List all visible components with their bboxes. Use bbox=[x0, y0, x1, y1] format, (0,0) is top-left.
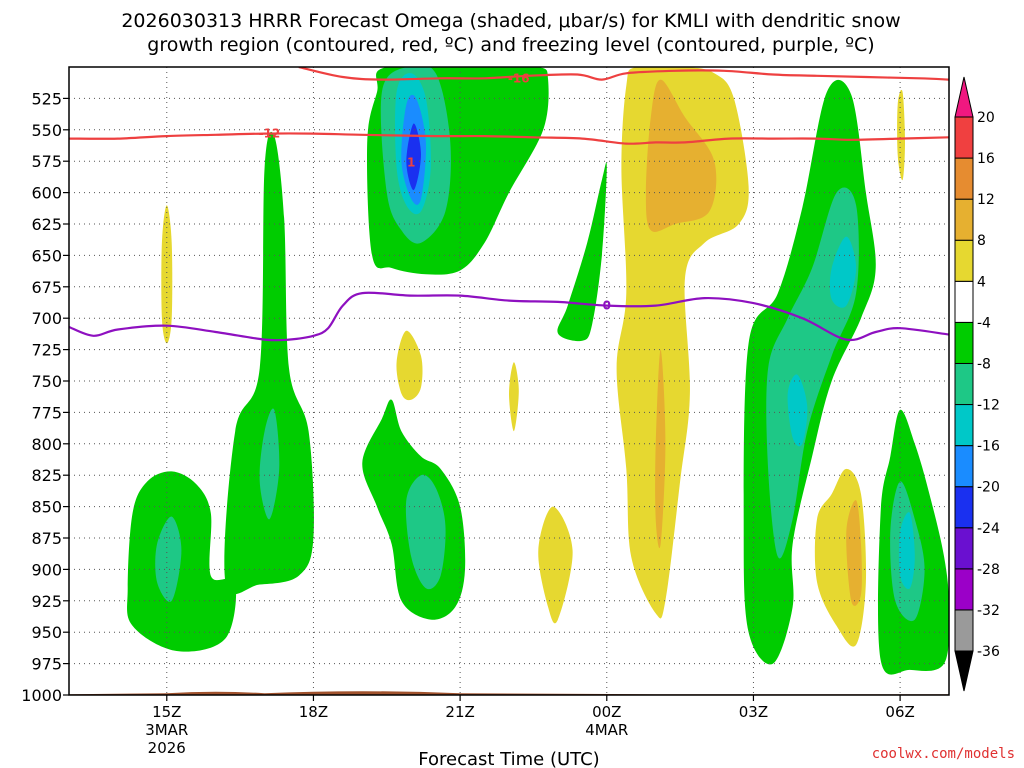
colorbar-label: -36 bbox=[977, 644, 1000, 660]
x-tick-label: 18Z bbox=[299, 703, 328, 721]
omega-region-green-column-15z bbox=[127, 471, 237, 652]
omega-region-orange-01z bbox=[645, 79, 717, 232]
y-tick-label: 1000 bbox=[21, 686, 62, 705]
y-tick-label: 825 bbox=[31, 466, 62, 485]
x-tick-label: 21Z bbox=[445, 703, 474, 721]
y-tick-label: 950 bbox=[31, 623, 62, 642]
omega-region-yellow-23z bbox=[538, 506, 573, 624]
colorbar-swatch bbox=[954, 609, 974, 652]
colorbar-swatch bbox=[954, 280, 974, 323]
y-tick-label: 975 bbox=[31, 655, 62, 674]
colorbar-swatch bbox=[954, 527, 974, 570]
y-tick-label: 875 bbox=[31, 529, 62, 548]
chart-title-line2: growth region (contoured, red, ºC) and f… bbox=[147, 34, 874, 56]
chart-title-line1: 2026030313 HRRR Forecast Omega (shaded, … bbox=[121, 10, 900, 32]
y-tick-label: 700 bbox=[31, 309, 62, 328]
ground-surface bbox=[69, 691, 949, 695]
x-tick-year: 2026 bbox=[148, 739, 186, 757]
colorbar-label: -32 bbox=[977, 603, 1000, 619]
colorbar-swatch bbox=[954, 445, 974, 488]
colorbar-label: -24 bbox=[977, 521, 1000, 537]
y-tick-label: 725 bbox=[31, 341, 62, 360]
colorbar-label: 20 bbox=[977, 110, 995, 126]
omega-region-yellow-14-8z bbox=[161, 205, 173, 344]
colorbar-swatch bbox=[954, 362, 974, 406]
y-tick-label: 550 bbox=[31, 121, 62, 140]
y-axis: 525 550 575 600 625 650 675 700 725 750 775 800 825 8… bbox=[21, 89, 69, 705]
colorbar-over-arrow bbox=[954, 76, 974, 118]
colorbar-under-arrow bbox=[954, 650, 974, 692]
x-tick-label: 00Z bbox=[592, 703, 621, 721]
contour-label-dendritic-12-c: -12 bbox=[259, 127, 281, 141]
omega-region-cyan-east-28-29z bbox=[829, 236, 857, 308]
omega-region-green-column-16-17z bbox=[224, 131, 314, 595]
omega-region-cyan-east-27z bbox=[787, 374, 808, 447]
contour-labels: -16 -12 0 1 bbox=[259, 71, 611, 313]
x-tick-date: 3MAR bbox=[145, 721, 188, 739]
omega-region-orange-01z-thin bbox=[655, 349, 666, 549]
y-tick-label: 675 bbox=[31, 278, 62, 297]
omega-region-teal-19-21z-lower bbox=[405, 474, 446, 590]
x-axis-label: Forecast Time (UTC) bbox=[418, 749, 599, 768]
ground-layer bbox=[69, 691, 949, 695]
y-tick-label: 650 bbox=[31, 246, 62, 265]
y-tick-label: 750 bbox=[31, 372, 62, 391]
omega-region-teal-spot-17z bbox=[259, 408, 280, 520]
omega-region-cyan-east-06z bbox=[898, 512, 915, 590]
x-tick-date: 4MAR bbox=[585, 721, 628, 739]
colorbar-swatch bbox=[954, 568, 974, 611]
colorbar-label: -4 bbox=[977, 315, 991, 331]
contour-dendritic-12-c bbox=[69, 132, 949, 145]
y-tick-label: 925 bbox=[31, 592, 62, 611]
omega-region-yellow-20z bbox=[396, 330, 423, 401]
y-tick-label: 800 bbox=[31, 435, 62, 454]
omega-region-green-streak-23-24z bbox=[557, 162, 607, 342]
x-tick-label: 03Z bbox=[739, 703, 768, 721]
y-tick-label: 850 bbox=[31, 498, 62, 517]
omega-region-blue-20z bbox=[406, 123, 421, 191]
contour-label-dendritic-16-c: -16 bbox=[508, 71, 530, 85]
contour-dendritic-16-c bbox=[298, 67, 949, 81]
y-tick-label: 625 bbox=[31, 215, 62, 234]
temperature-contours bbox=[69, 67, 949, 342]
colorbar-label: 8 bbox=[977, 233, 986, 249]
omega-region-orange-05z bbox=[846, 500, 862, 606]
contour-freezing-level-0-c bbox=[69, 291, 949, 342]
colorbar-swatch bbox=[954, 321, 974, 364]
colorbar-label: -28 bbox=[977, 562, 1000, 578]
colorbar-label: 4 bbox=[977, 274, 986, 290]
colorbar-label: 12 bbox=[977, 192, 995, 208]
credit-text: coolwx.com/models bbox=[872, 746, 1015, 762]
colorbar-swatch bbox=[954, 239, 974, 282]
colorbar-swatch bbox=[954, 198, 974, 241]
x-tick-label: 06Z bbox=[885, 703, 914, 721]
colorbar-swatch bbox=[954, 404, 974, 447]
colorbar-swatch bbox=[954, 116, 974, 159]
colorbar-label: -16 bbox=[977, 439, 1000, 455]
colorbar-label: -8 bbox=[977, 356, 991, 372]
gridlines bbox=[69, 67, 949, 695]
omega-shading bbox=[127, 67, 949, 675]
y-tick-label: 525 bbox=[31, 89, 62, 108]
colorbar-label: 16 bbox=[977, 151, 995, 167]
colorbar: -36 -32 -28 -24 -20 -16 -12 -8 -4 4 8 12 16 20 bbox=[954, 76, 1000, 692]
contour-label-freezing-level-0-c: 0 bbox=[603, 299, 611, 313]
x-tick-label: 15Z bbox=[152, 703, 181, 721]
colorbar-swatch bbox=[954, 486, 974, 529]
colorbar-swatch bbox=[954, 157, 974, 200]
colorbar-label: -20 bbox=[977, 480, 1000, 496]
colorbar-label: -12 bbox=[977, 398, 1000, 414]
y-tick-label: 900 bbox=[31, 560, 62, 579]
y-tick-label: 600 bbox=[31, 184, 62, 203]
contour-label-core: 1 bbox=[407, 155, 415, 169]
y-tick-label: 575 bbox=[31, 152, 62, 171]
y-tick-label: 775 bbox=[31, 403, 62, 422]
omega-region-yellow-06z bbox=[897, 89, 905, 181]
omega-region-yellow-22z bbox=[509, 362, 519, 432]
